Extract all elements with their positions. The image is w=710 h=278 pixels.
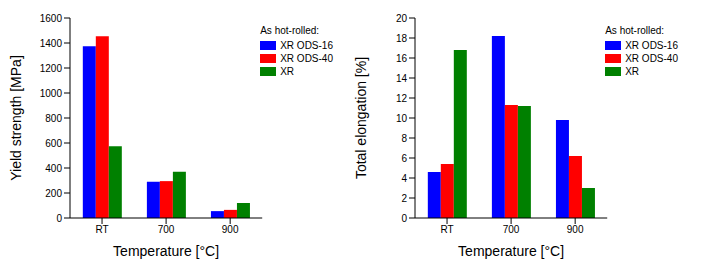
html-text:XR: XR — [625, 66, 640, 77]
svg-text:Temperature [°C]: Temperature [°C] — [458, 243, 564, 259]
svg-text:20: 20 — [396, 13, 408, 24]
svg-text:2: 2 — [401, 193, 407, 204]
svg-text:10: 10 — [396, 113, 408, 124]
svg-text:1600: 1600 — [40, 13, 63, 24]
svg-text:6: 6 — [401, 153, 407, 164]
svg-text:700: 700 — [158, 224, 175, 235]
svg-text:700: 700 — [503, 224, 520, 235]
svg-text:1400: 1400 — [40, 38, 63, 49]
html-text:XR ODS-40: XR ODS-40 — [280, 53, 333, 64]
svg-text:400: 400 — [45, 163, 62, 174]
html-text:XR ODS-40: XR ODS-40 — [625, 53, 678, 64]
svg-text:Temperature [°C]: Temperature [°C] — [113, 243, 219, 259]
svg-text:1200: 1200 — [40, 63, 63, 74]
html-text:As hot-rolled:: As hot-rolled: — [605, 25, 665, 36]
svg-text:600: 600 — [45, 138, 62, 149]
svg-text:Total elongation [%]: Total elongation [%] — [353, 57, 369, 179]
svg-text:4: 4 — [401, 173, 407, 184]
svg-text:0: 0 — [401, 213, 407, 224]
html-text:XR ODS-16: XR ODS-16 — [280, 40, 333, 51]
svg-text:Yield strength [MPa]: Yield strength [MPa] — [8, 55, 24, 181]
svg-text:200: 200 — [45, 188, 62, 199]
svg-text:RT: RT — [95, 224, 108, 235]
svg-text:16: 16 — [396, 53, 408, 64]
svg-text:900: 900 — [567, 224, 584, 235]
svg-text:18: 18 — [396, 33, 408, 44]
svg-text:900: 900 — [222, 224, 239, 235]
svg-text:12: 12 — [396, 93, 408, 104]
html-text:XR: XR — [280, 66, 295, 77]
html-text:XR ODS-16: XR ODS-16 — [625, 40, 678, 51]
svg-text:1000: 1000 — [40, 88, 63, 99]
svg-text:0: 0 — [56, 213, 62, 224]
svg-text:800: 800 — [45, 113, 62, 124]
html-text:As hot-rolled:: As hot-rolled: — [260, 25, 320, 36]
svg-text:8: 8 — [401, 133, 407, 144]
svg-text:RT: RT — [440, 224, 453, 235]
svg-text:14: 14 — [396, 73, 408, 84]
